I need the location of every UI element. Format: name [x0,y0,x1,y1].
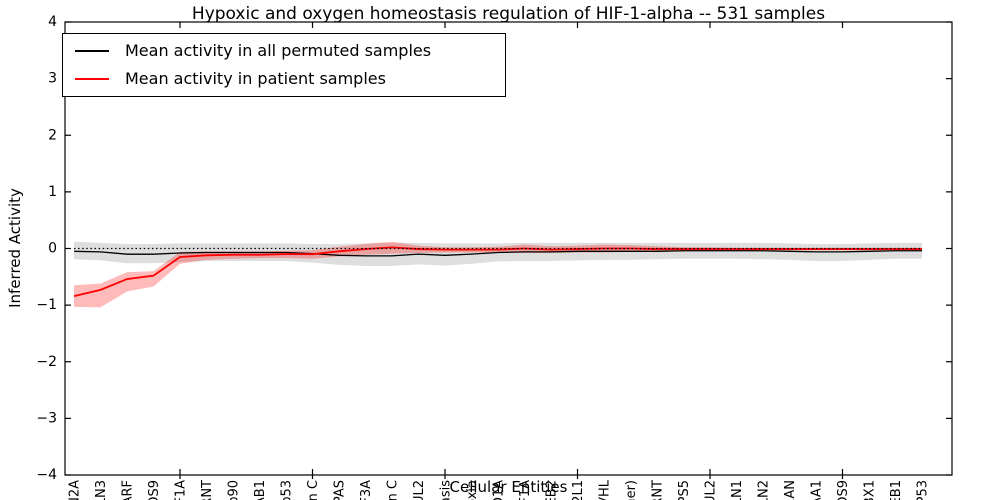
x-category-label: EGLN2 [757,480,772,500]
x-category-label: OS9 [836,480,851,500]
y-tick-label: 1 [48,184,57,200]
x-category-label: ARD1A [492,480,507,500]
x-category-label: PHD1-3/OS9 [147,480,162,500]
x-category-label: HIF1A/ARNT [200,480,215,500]
x-category-label: HIF1A/JAB1 [253,480,268,500]
x-category-label: ARNT/IPAS [333,480,348,500]
chart-title: Hypoxic and oxygen homeostasis regulatio… [191,4,826,24]
y-tick-label: 3 [48,71,57,87]
x-category-label: HIF1A/Hsp90 [227,480,242,500]
x-category-label: oxygen homeostasis [439,480,454,500]
x-category-label: HIF1A/p53 [280,480,295,500]
legend-box: Mean activity in all permuted samples Me… [62,33,506,97]
x-category-label: HIF1A [174,480,189,500]
x-category-label: response to hypoxia [465,480,480,500]
x-category-label: COPS5 [677,480,692,500]
y-tick-label: −4 [36,467,57,483]
x-category-label: EGLN3 [94,480,109,500]
y-tick-label: −1 [36,297,57,313]
legend-item-permuted: Mean activity in all permuted samples [75,38,493,64]
y-tick-label: 4 [48,14,57,30]
x-category-label: VHL/Elongin B/Elongin C/RBX1/CUL2 [412,480,427,500]
y-axis-label: Inferred Activity [6,188,24,308]
x-axis-label: Cellular Entities [449,478,568,496]
x-category-label: HIF3A [359,480,374,500]
x-category-label: TCEB2 [545,480,560,500]
y-tick-label: −3 [36,410,57,426]
patient-line-swatch [75,78,109,80]
x-category-label: RACK1/Elongin B/Elongin C [386,480,401,500]
permuted-std-band [74,241,922,267]
x-category-label: TCEB1 [889,480,904,500]
x-category-label: HIF1AN [783,480,798,500]
y-tick-label: 2 [48,127,57,143]
x-category-label: HIF1A/RACK1/Elongin B/Elongin C [306,480,321,500]
legend-item-patient: Mean activity in patient samples [75,66,493,92]
legend-item-label: Mean activity in all permuted samples [125,41,432,60]
y-tick-label: −2 [36,354,57,370]
x-category-label: ARNT [651,480,666,500]
x-category-label: VHL [598,479,613,500]
legend-item-label: Mean activity in patient samples [125,69,386,88]
permuted-mean-line [73,250,922,257]
y-tick-label: 0 [48,241,57,257]
x-category-label: RBX1 [863,480,878,500]
patient-std-band [74,241,922,308]
x-category-label: FIH (dimer) [624,480,639,500]
x-category-label: HSP90AA1 [810,480,825,500]
x-category-label: EGLN1 [730,480,745,500]
x-category-label: CDKN2A [68,480,83,500]
x-category-label: CUL2 [704,480,719,500]
x-category-label: GNB2L1 [571,480,586,500]
x-category-label: VHL/Elongin B/Elongin C/RBX1/CUL2/HIF1A [518,480,533,500]
x-category-label: HIF1A/p19ARF [121,480,136,500]
x-category-label: TP53 [916,480,931,500]
permuted-line-swatch [75,50,109,52]
